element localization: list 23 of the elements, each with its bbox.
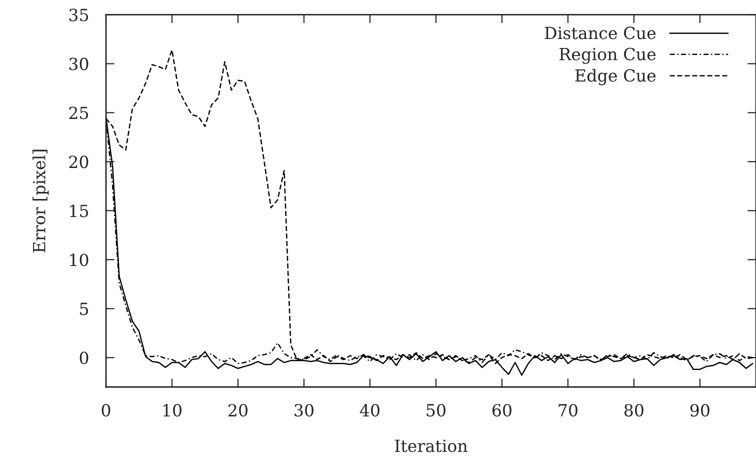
x-tick-label: 60	[492, 404, 512, 417]
x-tick-label: 20	[228, 404, 248, 417]
x-tick-label: 30	[294, 404, 314, 417]
x-tick-label: 80	[624, 404, 644, 417]
x-tick-label: 90	[690, 404, 710, 417]
x-tick-label: 50	[426, 404, 446, 417]
x-tick-label: 40	[360, 404, 380, 417]
y-tick-label: 20	[69, 156, 88, 168]
x-tick-label: 70	[558, 404, 578, 417]
y-tick-label: 30	[69, 58, 88, 70]
y-axis-title: Error [pixel]	[32, 150, 49, 252]
legend-label: Distance Cue	[544, 26, 656, 40]
y-tick-label: 35	[69, 8, 88, 22]
x-tick-label: 10	[163, 404, 182, 417]
y-tick-label: 0	[80, 352, 88, 364]
x-tick-label: 0	[102, 404, 110, 417]
y-tick-label: 10	[70, 254, 88, 266]
y-tick-label: 25	[69, 106, 88, 120]
x-axis-title: Iteration	[394, 440, 468, 452]
legend-label: Region Cue	[560, 48, 656, 64]
y-tick-label: 15	[70, 204, 88, 218]
y-tick-label: 5	[80, 302, 88, 316]
legend-label: Edge Cue	[575, 68, 656, 86]
